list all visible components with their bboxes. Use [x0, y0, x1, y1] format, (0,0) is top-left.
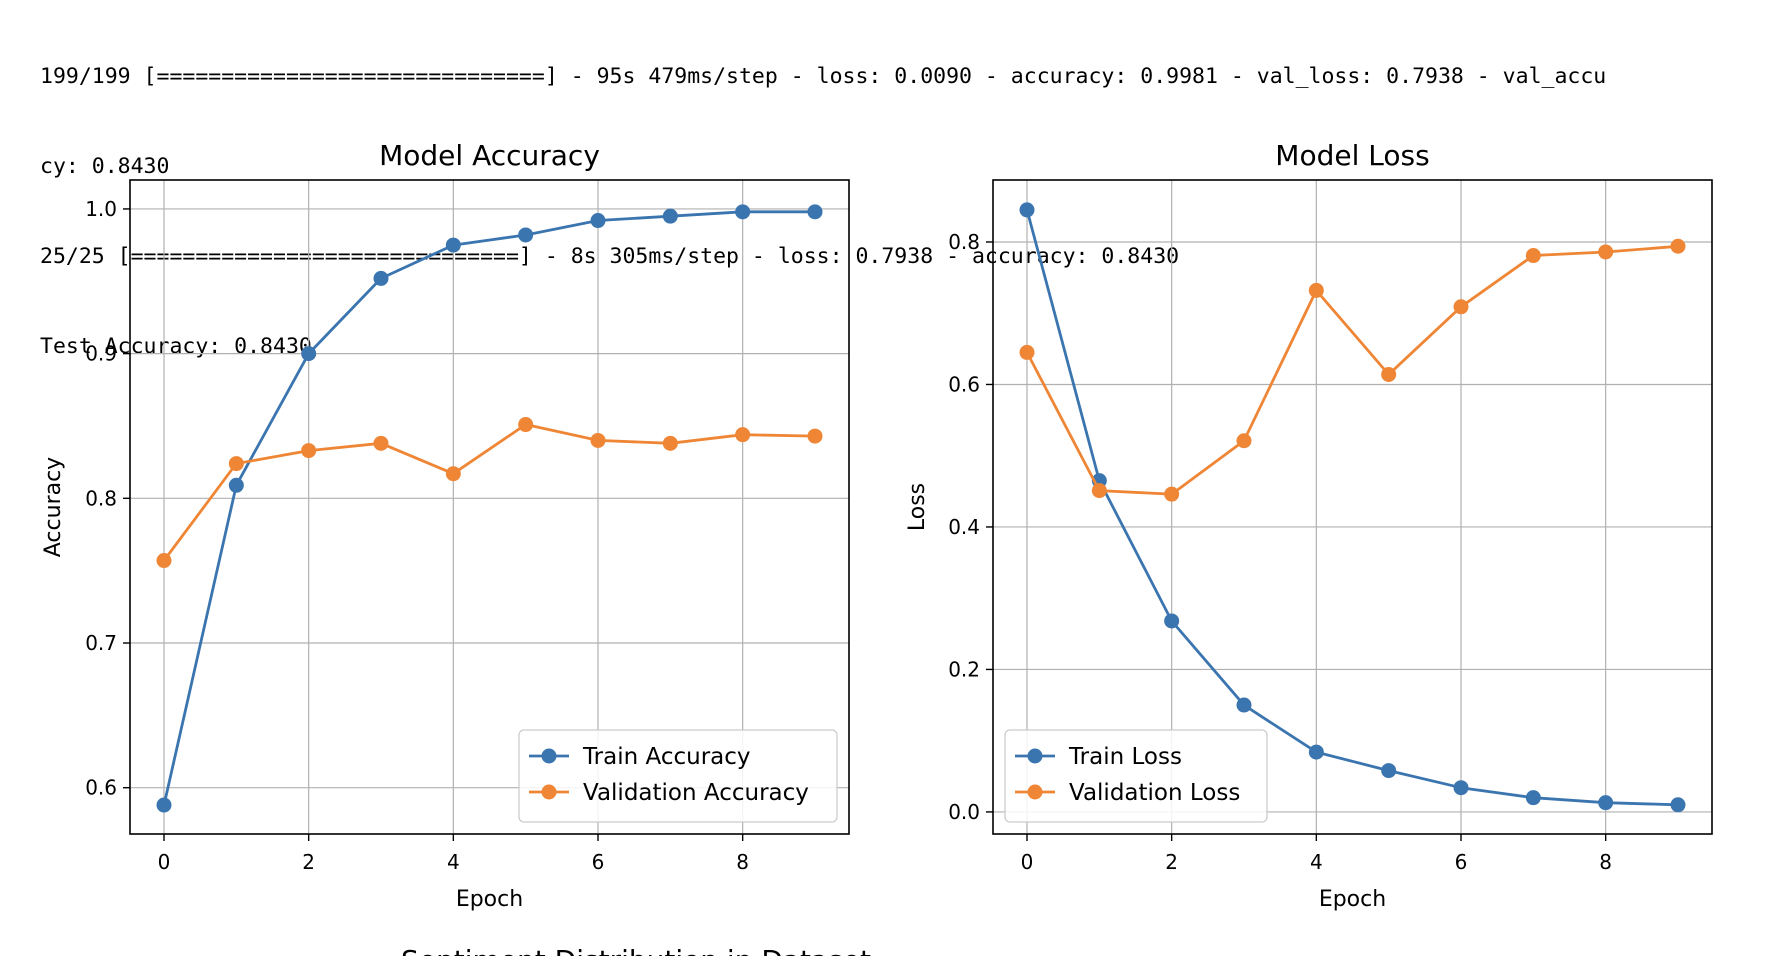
- y-tick-label: 0.8: [948, 230, 980, 254]
- data-point: [1308, 744, 1324, 760]
- data-point: [1236, 433, 1252, 449]
- x-tick-label: 8: [1599, 850, 1612, 874]
- series-line: [162, 423, 816, 562]
- data-point: [590, 432, 606, 448]
- data-point: [1598, 244, 1614, 260]
- data-point: [1164, 613, 1180, 629]
- legend-label: Validation Loss: [1069, 780, 1240, 806]
- data-point: [1525, 790, 1541, 806]
- x-tick-label: 0: [1021, 850, 1034, 874]
- data-point: [373, 270, 389, 286]
- y-tick-label: 0.9: [85, 342, 117, 366]
- console-line: 25/25 [==============================] -…: [40, 244, 1180, 269]
- x-tick-label: 4: [1310, 850, 1323, 874]
- data-point: [156, 553, 172, 569]
- data-point: [301, 443, 317, 459]
- data-point: [735, 427, 751, 443]
- next-figure-title: Sentiment Distribution in Dataset: [401, 944, 871, 956]
- x-tick-label: 6: [592, 850, 605, 874]
- y-tick-label: 0.6: [85, 776, 117, 800]
- y-tick-label: 0.4: [948, 515, 980, 539]
- data-point: [228, 456, 244, 472]
- y-axis-label: Loss: [905, 483, 930, 531]
- x-tick-label: 6: [1455, 850, 1468, 874]
- legend-label: Validation Accuracy: [583, 780, 809, 806]
- legend-swatch-marker: [1027, 784, 1043, 800]
- legend-swatch-marker: [1027, 748, 1043, 764]
- series-line: [162, 210, 815, 806]
- plot-frame: [992, 179, 1713, 835]
- legend-label: Train Loss: [1068, 744, 1182, 770]
- legend: Train Loss Validation Loss: [1004, 729, 1268, 823]
- legend-swatch-marker: [541, 748, 557, 764]
- data-point: [1381, 366, 1397, 382]
- legend-swatch-marker: [541, 784, 557, 800]
- data-point: [1381, 763, 1397, 779]
- data-point: [662, 435, 678, 451]
- console-line: Test Accuracy: 0.8430: [40, 334, 312, 359]
- data-point: [1670, 797, 1686, 813]
- x-tick-label: 2: [1165, 850, 1178, 874]
- x-axis-label: Epoch: [456, 887, 523, 912]
- data-point: [445, 466, 461, 482]
- data-point: [807, 428, 823, 444]
- data-point: [1598, 795, 1614, 811]
- data-point: [1019, 202, 1035, 218]
- chart-title: Model Accuracy: [379, 139, 600, 172]
- legend-box: [518, 729, 838, 823]
- chart-title: Model Loss: [1275, 139, 1429, 172]
- data-point: [1453, 299, 1469, 315]
- x-tick-label: 8: [736, 850, 749, 874]
- data-point: [1453, 780, 1469, 796]
- y-axis-label: Accuracy: [41, 457, 66, 557]
- console-output: 199/199 [==============================]…: [40, 2, 1768, 392]
- data-point: [807, 204, 823, 220]
- x-axis-label: Epoch: [1319, 887, 1386, 912]
- data-point: [1164, 486, 1180, 502]
- y-tick-label: 0.8: [85, 486, 117, 510]
- data-point: [1091, 483, 1107, 499]
- console-line: 199/199 [==============================]…: [40, 64, 1607, 89]
- data-point: [1019, 344, 1035, 360]
- series-line: [1025, 244, 1679, 496]
- x-tick-label: 2: [302, 850, 315, 874]
- data-point: [445, 237, 461, 253]
- console-line: cy: 0.8430: [40, 154, 170, 179]
- y-tick-label: 0.7: [85, 631, 117, 655]
- accuracy-chart: 0 2 4 6 8 0.6 0.7 0.8 0.9 1.0 Model Accuracy Epoch A…: [41, 139, 850, 912]
- x-tick-label: 4: [447, 850, 460, 874]
- data-point: [518, 417, 534, 433]
- y-tick-label: 0.6: [948, 372, 980, 396]
- data-point: [1308, 282, 1324, 298]
- data-point: [373, 435, 389, 451]
- data-point: [590, 213, 606, 229]
- plot-frame: [129, 179, 850, 835]
- loss-chart: 0 2 4 6 8 0.0 0.2 0.4 0.6 0.8 Model Loss Epoch Loss T…: [905, 139, 1713, 912]
- y-tick-label: 0.2: [948, 657, 980, 681]
- series-line: [1025, 209, 1679, 807]
- x-tick-label: 0: [158, 850, 171, 874]
- legend: Train Accuracy Validation Accuracy: [518, 729, 838, 823]
- y-tick-label: 0.0: [948, 800, 980, 824]
- y-tick-label: 1.0: [85, 197, 117, 221]
- data-point: [1670, 238, 1686, 254]
- data-point: [735, 204, 751, 220]
- data-point: [301, 346, 317, 362]
- data-point: [1525, 248, 1541, 264]
- data-point: [228, 477, 244, 493]
- legend-box: [1004, 729, 1268, 823]
- legend-label: Train Accuracy: [582, 744, 751, 770]
- data-point: [156, 797, 172, 813]
- data-point: [1236, 697, 1252, 713]
- data-point: [518, 227, 534, 243]
- data-point: [662, 208, 678, 224]
